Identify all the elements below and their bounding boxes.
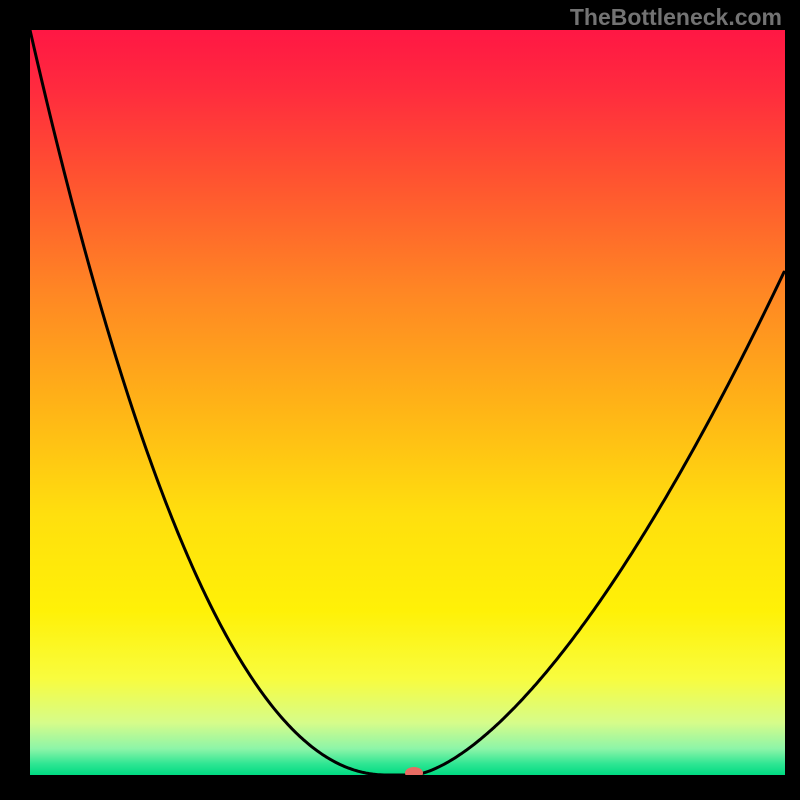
chart-container: TheBottleneck.com xyxy=(0,0,800,800)
gradient-background xyxy=(30,30,785,775)
chart-svg xyxy=(0,0,800,800)
watermark-text: TheBottleneck.com xyxy=(570,4,782,31)
